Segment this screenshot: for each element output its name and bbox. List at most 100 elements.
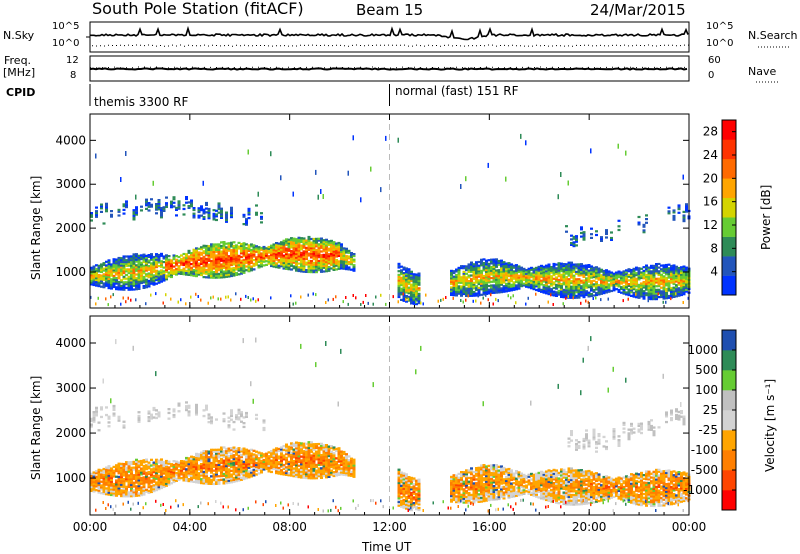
velocity-cell	[227, 472, 231, 475]
power-cell	[452, 275, 456, 278]
velocity-cell	[107, 478, 111, 481]
power-cell	[345, 268, 348, 271]
velocity-cell	[267, 457, 271, 460]
power-cell	[582, 264, 586, 267]
power-cell	[310, 271, 313, 274]
power-cell	[327, 249, 331, 252]
velocity-cell	[147, 491, 151, 494]
velocity-cell	[107, 421, 111, 424]
power-cell	[665, 287, 668, 291]
velocity-cell	[157, 470, 161, 474]
power-cell	[450, 273, 453, 276]
power-cell	[162, 277, 166, 280]
power-cell	[470, 283, 473, 286]
power-cell	[135, 278, 138, 282]
power-cell	[475, 294, 478, 297]
power-cell	[225, 213, 228, 216]
power-cell	[552, 290, 556, 293]
velocity-cell	[242, 447, 246, 450]
power-cell	[210, 243, 213, 246]
velocity-cell	[147, 461, 151, 464]
power-cell	[350, 259, 353, 262]
power-cell	[462, 283, 466, 286]
velocity-cell	[310, 443, 313, 446]
power-cell	[182, 207, 186, 211]
velocity-cell	[247, 453, 251, 456]
power-cell	[245, 294, 247, 298]
velocity-cell	[302, 444, 306, 447]
power-cell	[632, 269, 636, 272]
power-cell	[122, 272, 126, 275]
velocity-cell	[302, 461, 306, 464]
power-cell	[565, 276, 568, 279]
power-cell	[245, 256, 248, 259]
power-cell	[547, 263, 551, 266]
power-cell	[322, 246, 326, 249]
power-cell	[317, 263, 321, 266]
velocity-cell	[135, 462, 138, 465]
velocity-cell	[260, 465, 263, 468]
power-cell	[237, 262, 241, 265]
power-cell	[672, 292, 676, 295]
power-cell	[97, 268, 101, 271]
power-cell	[187, 266, 191, 269]
power-cell	[265, 254, 268, 257]
velocity-cell	[135, 473, 138, 477]
velocity-cell	[137, 411, 141, 414]
velocity-cell	[152, 476, 156, 479]
velocity-cell	[122, 478, 126, 481]
power-cell	[150, 275, 153, 278]
velocity-cell	[237, 462, 241, 465]
power-cell	[210, 252, 213, 255]
velocity-cell	[242, 338, 244, 344]
velocity-cell	[317, 469, 321, 472]
power-cell	[90, 219, 93, 222]
power-cell	[332, 252, 336, 255]
power-cell	[220, 265, 223, 268]
power-cell	[235, 273, 238, 276]
power-cell	[212, 247, 216, 250]
power-cell	[600, 290, 603, 293]
velocity-cell	[215, 456, 218, 459]
power-cell	[650, 298, 653, 301]
velocity-cell	[205, 461, 208, 464]
power-cell	[582, 232, 586, 236]
velocity-cell	[210, 467, 213, 470]
velocity-cell	[295, 458, 298, 461]
power-cell	[407, 288, 411, 291]
power-cell	[167, 262, 171, 265]
velocity-cell	[307, 475, 311, 478]
power-cell	[542, 284, 546, 287]
velocity-cell	[297, 451, 301, 454]
power-cell	[657, 281, 661, 284]
power-cell	[225, 253, 228, 256]
velocity-cell	[112, 490, 116, 493]
power-cell	[220, 250, 223, 253]
power-cell	[310, 241, 313, 244]
velocity-cell	[247, 457, 251, 460]
velocity-cell	[180, 477, 183, 480]
velocity-cell	[287, 451, 291, 454]
power-cell	[665, 284, 668, 287]
power-cell	[245, 243, 248, 246]
power-cell	[505, 271, 508, 274]
power-cell	[202, 266, 206, 269]
power-cell	[325, 251, 328, 254]
velocity-cell	[150, 487, 153, 490]
velocity-cell	[285, 445, 288, 448]
velocity-cell	[212, 482, 216, 486]
velocity-cell	[107, 474, 111, 477]
power-cell	[617, 270, 621, 273]
power-cell	[545, 270, 548, 273]
velocity-cell	[115, 481, 118, 484]
power-cell	[157, 202, 161, 205]
power-cell	[155, 258, 158, 261]
velocity-cell	[272, 467, 276, 470]
power-cell	[450, 275, 453, 278]
power-cell	[655, 266, 658, 269]
power-cell	[255, 261, 258, 264]
power-cell	[400, 289, 403, 292]
velocity-cell	[162, 480, 166, 483]
velocity-cell	[287, 472, 291, 475]
power-cell	[222, 257, 226, 260]
